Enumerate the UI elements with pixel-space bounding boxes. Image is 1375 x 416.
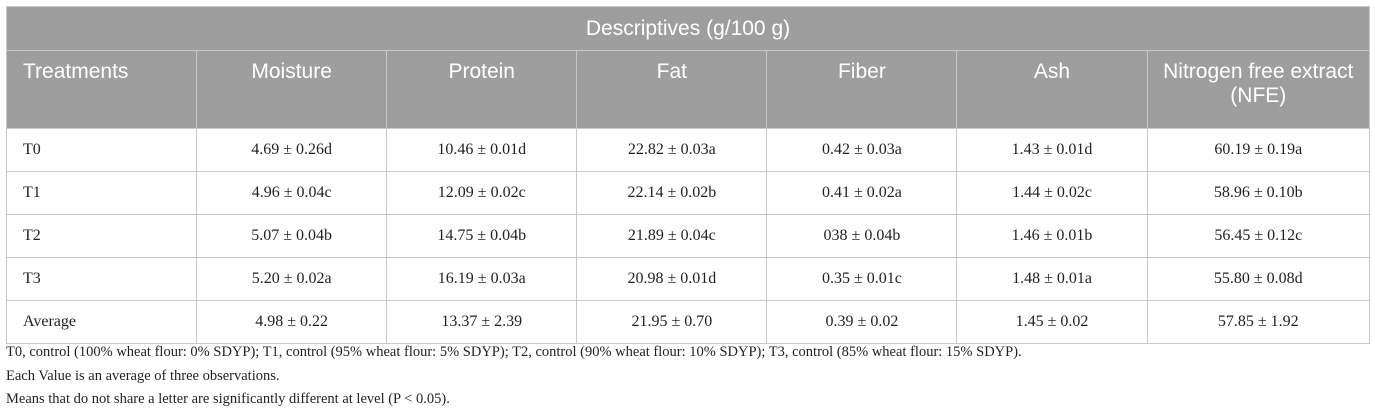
footnote-treatments: T0, control (100% wheat flour: 0% SDYP);… [6,344,1022,360]
cell-moisture: 5.20 ± 0.02a [196,257,388,301]
cell-ash: 1.46 ± 0.01b [956,214,1148,258]
group-header: Descriptives (g/100 g) [6,6,1370,51]
cell-ash: 1.45 ± 0.02 [956,300,1148,344]
table-row-t3: T3 5.20 ± 0.02a 16.19 ± 0.03a 20.98 ± 0.… [5,257,1371,301]
cell-nfe: 56.45 ± 0.12c [1146,214,1371,258]
cell-moisture: 4.96 ± 0.04c [196,171,388,215]
cell-fat: 21.95 ± 0.70 [576,300,768,344]
cell-nfe: 58.96 ± 0.10b [1146,171,1371,215]
row-label: T0 [5,128,198,172]
row-label: Average [5,300,198,344]
cell-fiber: 0.35 ± 0.01c [766,257,958,301]
row-label: T2 [5,214,198,258]
cell-protein: 13.37 ± 2.39 [386,300,578,344]
row-label: T3 [5,257,198,301]
column-header-ash: Ash [956,50,1148,129]
column-header-nfe: Nitrogen free extract (NFE) [1146,50,1371,129]
table-row-average: Average 4.98 ± 0.22 13.37 ± 2.39 21.95 ±… [5,300,1371,344]
row-label: T1 [5,171,198,215]
table-footnotes: T0, control (100% wheat flour: 0% SDYP);… [6,341,1022,412]
cell-fat: 21.89 ± 0.04c [576,214,768,258]
footnote-average: Each Value is an average of three observ… [6,367,280,384]
column-header-moisture: Moisture [196,50,388,129]
table-row-t0: T0 4.69 ± 0.26d 10.46 ± 0.01d 22.82 ± 0.… [5,128,1371,172]
table-row-t1: T1 4.96 ± 0.04c 12.09 ± 0.02c 22.14 ± 0.… [5,171,1371,215]
footnote-significance: Means that do not share a letter are sig… [6,391,450,407]
cell-fat: 20.98 ± 0.01d [576,257,768,301]
cell-fat: 22.82 ± 0.03a [576,128,768,172]
descriptives-table: Descriptives (g/100 g) Treatments Moistu… [5,6,1371,344]
column-header-treatments: Treatments [5,50,198,129]
cell-fiber: 038 ± 0.04b [766,214,958,258]
column-header-fiber: Fiber [766,50,958,129]
column-header-fat: Fat [576,50,768,129]
descriptives-table-container: Descriptives (g/100 g) Treatments Moistu… [5,6,1371,344]
cell-moisture: 5.07 ± 0.04b [196,214,388,258]
cell-nfe: 57.85 ± 1.92 [1146,300,1371,344]
cell-fiber: 0.41 ± 0.02a [766,171,958,215]
cell-ash: 1.43 ± 0.01d [956,128,1148,172]
cell-ash: 1.44 ± 0.02c [956,171,1148,215]
cell-fat: 22.14 ± 0.02b [576,171,768,215]
table-row-t2: T2 5.07 ± 0.04b 14.75 ± 0.04b 21.89 ± 0.… [5,214,1371,258]
cell-moisture: 4.98 ± 0.22 [196,300,388,344]
cell-nfe: 55.80 ± 0.08d [1146,257,1371,301]
cell-moisture: 4.69 ± 0.26d [196,128,388,172]
group-header-row: Descriptives (g/100 g) [6,6,1370,51]
cell-protein: 10.46 ± 0.01d [386,128,578,172]
column-header-protein: Protein [386,50,578,129]
column-header-row: Treatments Moisture Protein Fat Fiber As… [5,50,1371,129]
cell-ash: 1.48 ± 0.01a [956,257,1148,301]
cell-protein: 16.19 ± 0.03a [386,257,578,301]
cell-fiber: 0.42 ± 0.03a [766,128,958,172]
cell-fiber: 0.39 ± 0.02 [766,300,958,344]
cell-nfe: 60.19 ± 0.19a [1146,128,1371,172]
cell-protein: 12.09 ± 0.02c [386,171,578,215]
cell-protein: 14.75 ± 0.04b [386,214,578,258]
